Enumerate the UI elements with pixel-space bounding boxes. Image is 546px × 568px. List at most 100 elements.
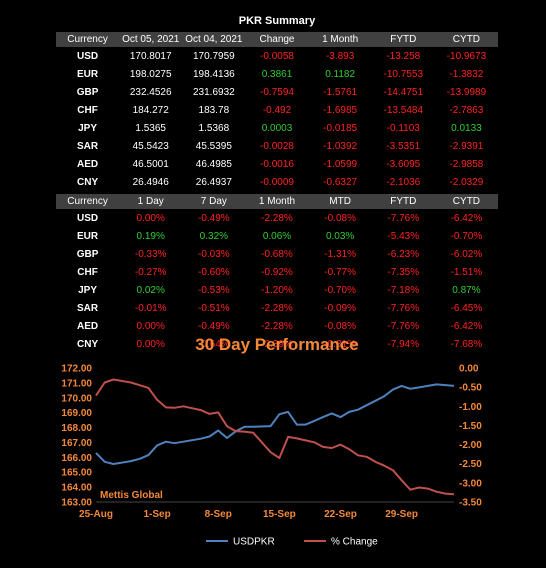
- series-line-usdpkr: [95, 383, 455, 465]
- value-cell: 26.4946: [132, 176, 169, 188]
- currency-cell: GBP: [76, 248, 99, 260]
- summary-header-0: Currency: [56, 32, 120, 47]
- performance-chart: 30 Day Performance 163.00 164.00 165.00 166…: [56, 327, 498, 563]
- value-cell: -14.4751: [383, 86, 424, 98]
- currency-cell: AED: [77, 158, 99, 170]
- currency-cell: AED: [77, 320, 99, 332]
- percent-header-2: 7 Day: [182, 194, 246, 209]
- currency-cell: CNY: [77, 338, 99, 350]
- value-cell: -0.49%: [198, 320, 230, 332]
- y-left-tick-label: 168.00: [61, 423, 92, 434]
- currency-cell: SAR: [77, 302, 99, 314]
- value-cell: 45.5423: [132, 140, 169, 152]
- value-cell: -7.68%: [450, 338, 483, 350]
- value-cell: 46.4985: [195, 158, 232, 170]
- table-row: CNY 0.00% -0.64% -2.39% -0.31% -7.94% -7.68%: [56, 335, 498, 353]
- percent-header-1: 1 Day: [119, 194, 183, 209]
- currency-cell: SAR: [77, 140, 99, 152]
- value-cell: -0.31%: [324, 338, 356, 350]
- value-cell: -7.76%: [387, 302, 420, 314]
- value-cell: 0.32%: [199, 230, 229, 242]
- value-cell: -7.76%: [387, 320, 420, 332]
- value-cell: -1.51%: [450, 266, 483, 278]
- value-cell: -0.51%: [198, 302, 230, 314]
- y-left-tick-label: 170.00: [61, 393, 92, 404]
- value-cell: 26.4937: [195, 176, 232, 188]
- value-cell: -3.893: [325, 50, 355, 62]
- value-cell: -1.20%: [261, 284, 293, 296]
- value-cell: -0.92%: [261, 266, 293, 278]
- x-tick-label: 25-Aug: [79, 509, 113, 520]
- currency-cell: JPY: [78, 284, 98, 296]
- value-cell: 0.0133: [451, 122, 482, 134]
- value-cell: -3.6095: [386, 158, 421, 170]
- currency-cell: CNY: [77, 176, 99, 188]
- value-cell: 0.02%: [136, 284, 165, 296]
- value-cell: -0.03%: [198, 248, 230, 260]
- value-cell: -2.1036: [386, 176, 421, 188]
- value-cell: -10.9673: [446, 50, 487, 62]
- percent-header-0: Currency: [56, 194, 120, 209]
- table-row: JPY 0.02% -0.53% -1.20% -0.70% -7.18% 0.87%: [56, 281, 498, 299]
- table-row: USD 0.00% -0.49% -2.28% -0.08% -7.76% -6.42%: [56, 209, 498, 227]
- y-left-tick-label: 171.00: [61, 378, 92, 389]
- table-row: USD 170.8017 170.7959 -0.0058 -3.893 -13.258 -…: [56, 47, 498, 65]
- legend-label: USDPKR: [233, 537, 275, 548]
- value-cell: -7.35%: [387, 266, 420, 278]
- value-cell: -0.64%: [198, 338, 230, 350]
- x-tick-label: 15-Sep: [263, 509, 296, 520]
- value-cell: -0.0016: [260, 158, 294, 170]
- table-row: AED 0.00% -0.49% -2.28% -0.08% -7.76% -6.42%: [56, 317, 498, 335]
- y-left-tick-label: 169.00: [61, 408, 92, 419]
- y-right-tick-label: -0.50: [459, 383, 482, 394]
- value-cell: -0.492: [262, 104, 292, 116]
- value-cell: 0.06%: [262, 230, 292, 242]
- value-cell: -0.60%: [198, 266, 230, 278]
- value-cell: -2.7863: [449, 104, 484, 116]
- y-left-tick-label: 166.00: [61, 453, 92, 464]
- value-cell: -0.70%: [324, 284, 356, 296]
- value-cell: -7.94%: [387, 338, 420, 350]
- value-cell: -6.42%: [450, 212, 483, 224]
- y-right-tick-label: -3.00: [459, 478, 482, 489]
- value-cell: -3.5351: [386, 140, 421, 152]
- value-cell: -13.258: [386, 50, 421, 62]
- value-cell: 0.00%: [136, 320, 165, 332]
- table-row: EUR 198.0275 198.4136 0.3861 0.1182 -10.7553 -…: [56, 65, 498, 83]
- summary-title: PKR Summary: [238, 15, 316, 27]
- value-cell: 232.4526: [129, 86, 172, 98]
- table-row: JPY 1.5365 1.5368 0.0003 -0.0185 -0.1103 0.013…: [56, 119, 498, 137]
- currency-cell: USD: [77, 50, 99, 62]
- y-left-tick-label: 167.00: [61, 438, 92, 449]
- percent-header-4: MTD: [308, 194, 372, 209]
- value-cell: 170.7959: [192, 50, 235, 62]
- summary-header-5: FYTD: [371, 32, 435, 47]
- value-cell: -2.28%: [261, 320, 293, 332]
- series-line-percent-change: [95, 378, 455, 496]
- value-cell: 1.5365: [135, 122, 166, 134]
- y-left-tick-label: 165.00: [61, 468, 92, 479]
- value-cell: -0.0009: [260, 176, 294, 188]
- y-left-tick-label: 172.00: [61, 364, 92, 375]
- value-cell: -1.3832: [449, 68, 484, 80]
- percent-header-row: Currency 1 Day 7 Day 1 Month MTD FYTD CYTD: [56, 194, 498, 209]
- value-cell: -1.0392: [323, 140, 358, 152]
- value-cell: -5.43%: [387, 230, 420, 242]
- value-cell: -2.0329: [449, 176, 484, 188]
- y-left-tick-label: 164.00: [61, 483, 92, 494]
- legend-label: % Change: [331, 537, 378, 548]
- currency-cell: GBP: [76, 86, 99, 98]
- value-cell: 0.00%: [136, 212, 165, 224]
- value-cell: -0.1103: [386, 122, 420, 134]
- value-cell: -13.5484: [383, 104, 424, 116]
- value-cell: 1.5368: [198, 122, 230, 134]
- x-tick-label: 8-Sep: [205, 509, 232, 520]
- value-cell: 0.0003: [261, 122, 293, 134]
- value-cell: -6.23%: [387, 248, 420, 260]
- table-row: CHF -0.27% -0.60% -0.92% -0.77% -7.35% -1.51%: [56, 263, 498, 281]
- value-cell: -0.68%: [261, 248, 293, 260]
- value-cell: 170.8017: [129, 50, 172, 62]
- value-cell: -2.28%: [261, 302, 293, 314]
- y-right-tick-label: 0.00: [459, 364, 479, 375]
- percent-header-3: 1 Month: [245, 194, 309, 209]
